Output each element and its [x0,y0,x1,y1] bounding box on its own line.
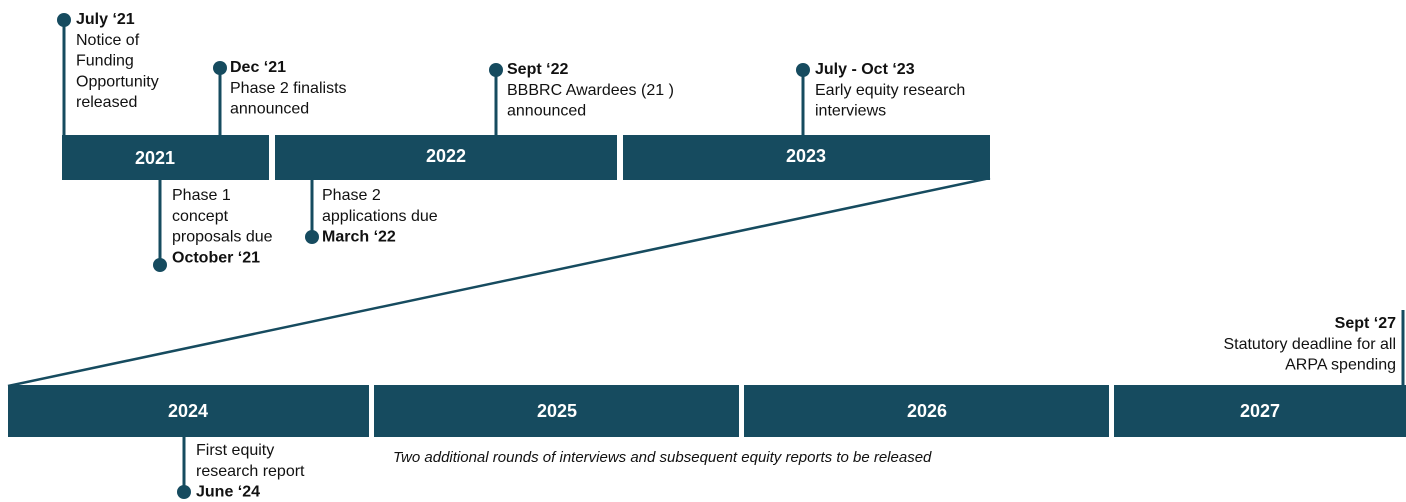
event-text: ARPA spending [1285,357,1396,374]
year-bar [8,385,369,437]
year-label: 2022 [426,146,466,166]
events: July ‘21 Notice of Funding Opportunity relea… [57,11,1405,501]
connector [7,176,991,388]
event-date: June ‘24 [196,484,260,501]
event-date: July - Oct ‘23 [815,61,915,78]
event-date: March ‘22 [322,229,396,246]
event-text: Phase 1 [172,187,231,204]
dot [177,485,191,499]
event-date: Sept ‘22 [507,61,568,78]
event-text: Opportunity [76,73,159,90]
dot [153,258,167,272]
dot [796,63,810,77]
year-bar [275,135,617,180]
year-bar [1114,385,1406,437]
event-date: Dec ‘21 [230,59,286,76]
event-text: Funding [76,53,134,70]
event-text: research report [196,463,305,480]
event-text: Phase 2 finalists [230,80,347,97]
event-text: Phase 2 [322,187,381,204]
year-bar [62,135,269,180]
year-bar [744,385,1109,437]
event-date: Sept ‘27 [1335,315,1396,332]
event-text: interviews [815,103,886,120]
event-text: Early equity research [815,82,965,99]
year-label: 2023 [786,146,826,166]
dot [489,63,503,77]
dot [213,61,227,75]
event-text: announced [230,101,309,118]
dot [57,13,71,27]
event-text: BBBRC Awardees (21 ) [507,82,674,99]
event-date: October ‘21 [172,249,260,266]
event-text: concept [172,208,229,225]
event-text: announced [507,103,586,120]
year-label: 2025 [537,401,577,421]
year-label: 2026 [907,401,947,421]
event-text: released [76,94,137,111]
event-text: Notice of [76,32,140,49]
year-label: 2024 [168,401,208,421]
year-label: 2021 [135,148,175,168]
dot [305,230,319,244]
year-bar [623,135,990,180]
event-text: applications due [322,208,438,225]
event-text: Statutory deadline for all [1223,336,1396,353]
event-date: July ‘21 [76,11,135,28]
note: Two additional rounds of interviews and … [393,449,932,466]
event-text: proposals due [172,229,273,246]
year-label: 2027 [1240,401,1280,421]
event-text: First equity [196,442,274,459]
year-bar [374,385,739,437]
